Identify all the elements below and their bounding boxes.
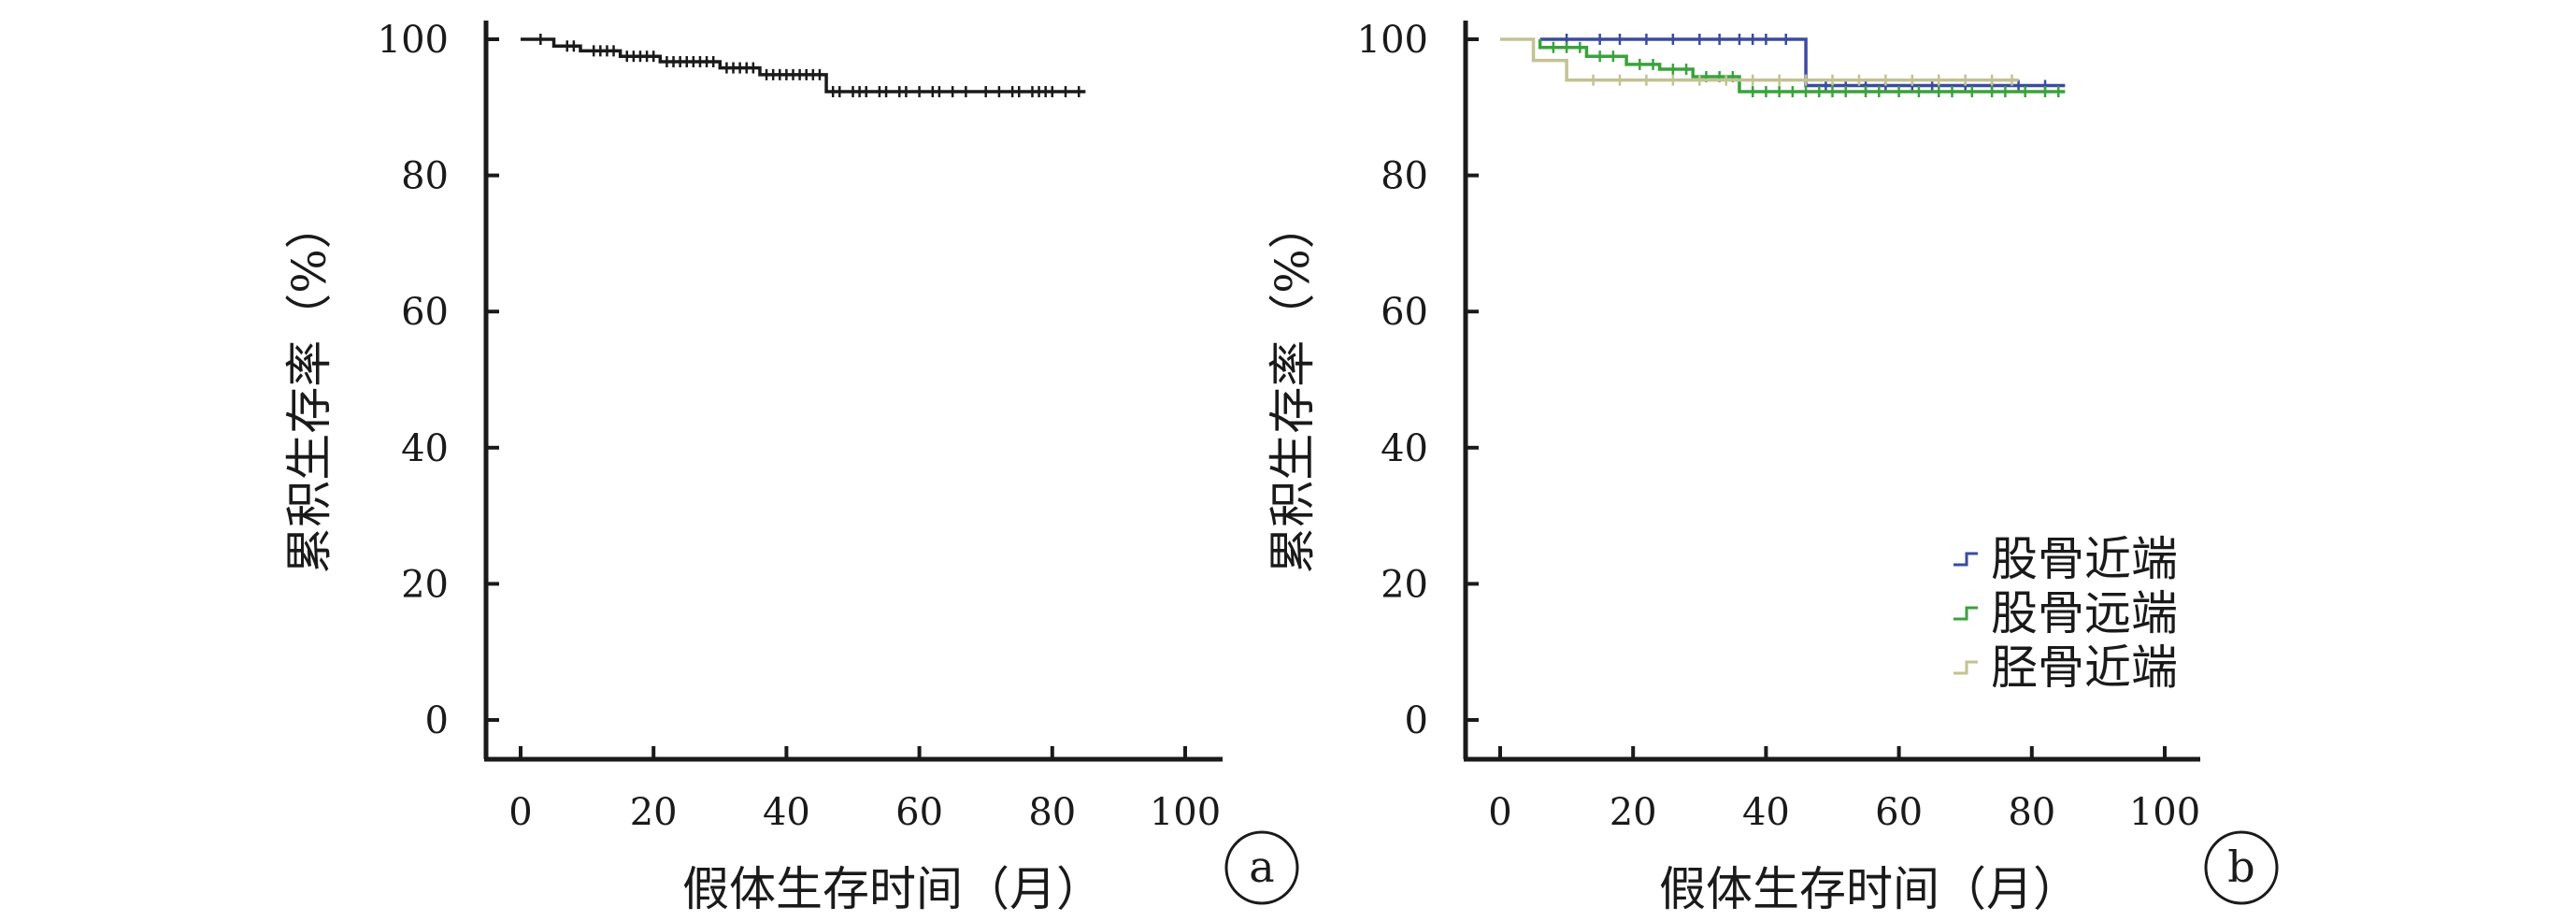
legend-label: 胫骨近端 bbox=[1991, 640, 2178, 695]
y-tick-label: 100 bbox=[1357, 19, 1428, 62]
legend-swatch bbox=[1953, 552, 1978, 567]
panel-b-chart: 0 20 40 60 80 100 0 20 40 60 80 100 累积生存率（%） 假体生存时间（月… bbox=[1266, 19, 2279, 916]
survival-curve-2 bbox=[1538, 39, 2066, 94]
x-tick-label: 60 bbox=[1875, 791, 1923, 834]
x-tick-label: 80 bbox=[1028, 791, 1076, 834]
panel-letter: a bbox=[1249, 842, 1274, 892]
y-tick-label: 60 bbox=[401, 291, 449, 334]
y-tick-label: 20 bbox=[401, 563, 449, 606]
y-axis-title: 累积生存率（%） bbox=[1266, 202, 1320, 574]
survival-curve-3 bbox=[1500, 37, 2019, 82]
legend-swatch bbox=[1953, 660, 1978, 675]
y-axis-title: 累积生存率（%） bbox=[282, 202, 336, 574]
x-tick-label: 80 bbox=[2008, 791, 2055, 834]
x-tick-label: 20 bbox=[630, 791, 678, 834]
x-tick-label: 100 bbox=[1150, 791, 1221, 834]
x-tick-label: 40 bbox=[1742, 791, 1790, 834]
legend-label: 股骨远端 bbox=[1991, 586, 2178, 640]
panel-a-chart: 0 20 40 60 80 100 0 20 40 60 80 100 累积生存率（%） 假体生存时间（月… bbox=[282, 19, 1299, 916]
panel-letter: b bbox=[2227, 842, 2254, 892]
y-tick-label: 80 bbox=[401, 155, 449, 198]
y-tick-label: 0 bbox=[425, 699, 449, 742]
x-axis-title: 假体生存时间（月） bbox=[682, 862, 1103, 916]
panel-letter-circle bbox=[1224, 830, 1299, 905]
y-tick-label: 100 bbox=[378, 19, 449, 62]
x-tick-label: 40 bbox=[763, 791, 810, 834]
x-tick-label: 60 bbox=[895, 791, 943, 834]
x-tick-label: 20 bbox=[1610, 791, 1657, 834]
survival-curve-1 bbox=[521, 37, 1086, 94]
y-tick-label: 60 bbox=[1381, 291, 1428, 334]
x-tick-label: 0 bbox=[508, 791, 532, 834]
y-tick-label: 40 bbox=[401, 427, 449, 470]
y-tick-label: 80 bbox=[1381, 155, 1428, 198]
x-tick-label: 0 bbox=[1488, 791, 1511, 834]
y-tick-label: 20 bbox=[1381, 563, 1428, 606]
x-axis-title: 假体生存时间（月） bbox=[1659, 862, 2080, 916]
y-tick-label: 0 bbox=[1405, 699, 1428, 742]
legend-swatch bbox=[1953, 606, 1978, 621]
legend-label: 股骨近端 bbox=[1991, 532, 2178, 586]
x-tick-label: 100 bbox=[2129, 791, 2200, 834]
y-tick-label: 40 bbox=[1381, 427, 1428, 470]
panel-letter-circle bbox=[2204, 830, 2279, 905]
